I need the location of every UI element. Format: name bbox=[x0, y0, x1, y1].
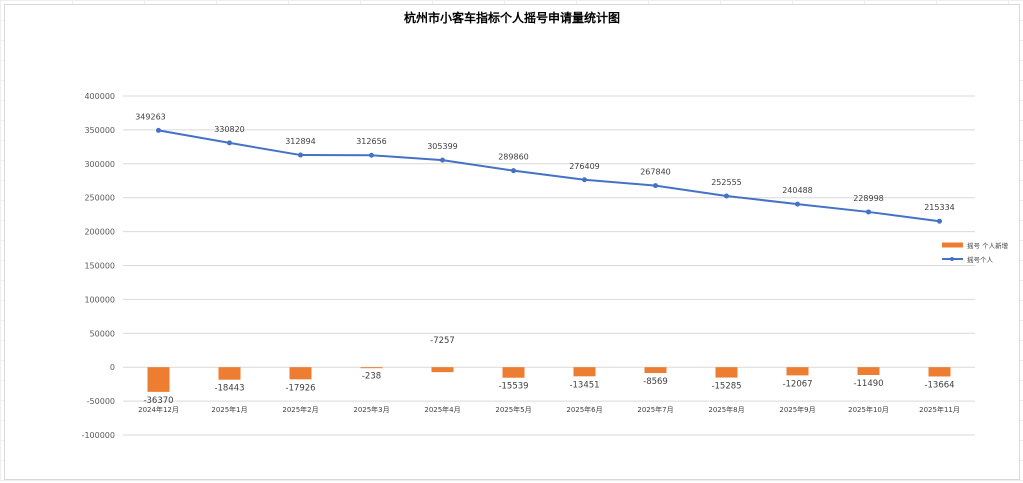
line-series bbox=[158, 129, 940, 223]
x-tick-label: 2025年11月 bbox=[919, 405, 960, 414]
bar-data-label: -238 bbox=[362, 371, 381, 381]
bar-data-label: -7257 bbox=[430, 336, 455, 346]
y-tick-label: 50000 bbox=[90, 329, 115, 338]
x-tick-label: 2025年10月 bbox=[848, 405, 889, 414]
x-tick-label: 2025年9月 bbox=[779, 405, 815, 414]
x-tick-label: 2025年5月 bbox=[495, 405, 531, 414]
bar bbox=[147, 367, 170, 392]
x-tick-label: 2025年2月 bbox=[282, 405, 318, 414]
chart-container: 杭州市小客车指标个人摇号申请量统计图 400000 350000 300000 2500… bbox=[4, 4, 1020, 480]
bar bbox=[573, 367, 596, 377]
bar-data-label: -12067 bbox=[782, 379, 812, 389]
chart-svg: 杭州市小客车指标个人摇号申请量统计图 400000 350000 300000 2500… bbox=[82, 10, 1009, 440]
bar bbox=[502, 367, 525, 378]
bar-data-label: -15539 bbox=[498, 382, 528, 392]
bar-data-label: -36370 bbox=[143, 396, 173, 406]
bar bbox=[857, 367, 880, 375]
bar bbox=[431, 367, 454, 373]
bar bbox=[715, 367, 738, 378]
line-point bbox=[156, 127, 161, 133]
y-tick-label: 100000 bbox=[84, 295, 115, 304]
line-point bbox=[369, 152, 374, 158]
y-tick-label: 400000 bbox=[84, 92, 115, 101]
bar bbox=[289, 367, 312, 380]
x-tick-label: 2025年8月 bbox=[708, 405, 744, 414]
line-data-label: 289860 bbox=[498, 153, 529, 162]
bar-data-label: -13451 bbox=[569, 380, 599, 390]
line-point bbox=[440, 157, 445, 163]
line-data-label: 276409 bbox=[569, 162, 600, 171]
line-point bbox=[653, 183, 658, 189]
line-data-label: 349263 bbox=[135, 112, 166, 121]
x-tick-label: 2025年1月 bbox=[211, 405, 247, 414]
y-tick-label: 150000 bbox=[84, 262, 115, 271]
line-data-label: 330820 bbox=[214, 125, 245, 134]
line-point bbox=[298, 152, 303, 158]
line-point bbox=[937, 218, 942, 224]
y-tick-label: -100000 bbox=[82, 431, 115, 440]
bar-data-label: -11490 bbox=[853, 379, 883, 389]
x-tick-label: 2025年4月 bbox=[424, 405, 460, 414]
y-tick-label: 0 bbox=[110, 363, 115, 372]
line-point bbox=[582, 177, 587, 183]
line-data-label: 240488 bbox=[782, 186, 813, 195]
legend-line-label: 摇号个人 bbox=[967, 255, 994, 264]
chart-title: 杭州市小客车指标个人摇号申请量统计图 bbox=[404, 10, 620, 25]
legend-line-marker bbox=[950, 257, 954, 261]
line-point bbox=[227, 140, 232, 146]
line-data-label: 312656 bbox=[356, 137, 387, 146]
bar-data-label: -8569 bbox=[643, 377, 668, 387]
line-point bbox=[511, 168, 516, 174]
bar-data-label: -18443 bbox=[214, 384, 244, 394]
bar-data-label: -17926 bbox=[285, 383, 315, 393]
y-tick-label: 350000 bbox=[84, 126, 115, 135]
line-point bbox=[866, 209, 871, 215]
line-data-label: 228998 bbox=[853, 194, 884, 203]
line-data-label: 215334 bbox=[924, 203, 955, 212]
bar bbox=[786, 367, 809, 376]
bar-data-label: -13664 bbox=[924, 380, 954, 390]
x-tick-label: 2025年7月 bbox=[637, 405, 673, 414]
x-tick-label: 2025年6月 bbox=[566, 405, 602, 414]
x-tick-label: 2025年3月 bbox=[353, 405, 389, 414]
line-data-label: 305399 bbox=[427, 142, 458, 151]
line-data-label: 312894 bbox=[285, 137, 316, 146]
bar bbox=[644, 367, 667, 374]
legend-bar-label: 摇号 个人新增 bbox=[967, 241, 1008, 250]
line-data-label: 252555 bbox=[711, 178, 742, 187]
bar-data-label: -15285 bbox=[711, 382, 741, 392]
bar bbox=[928, 367, 951, 377]
line-data-label: 267840 bbox=[640, 168, 671, 177]
bar bbox=[218, 367, 241, 380]
line-point bbox=[724, 193, 729, 199]
y-tick-label: 300000 bbox=[84, 160, 115, 169]
y-tick-label: 200000 bbox=[84, 228, 115, 237]
y-tick-label: 250000 bbox=[84, 194, 115, 203]
x-tick-label: 2024年12月 bbox=[138, 405, 179, 414]
bar bbox=[360, 367, 383, 369]
y-tick-label: -50000 bbox=[87, 397, 115, 406]
line-point bbox=[795, 201, 800, 207]
